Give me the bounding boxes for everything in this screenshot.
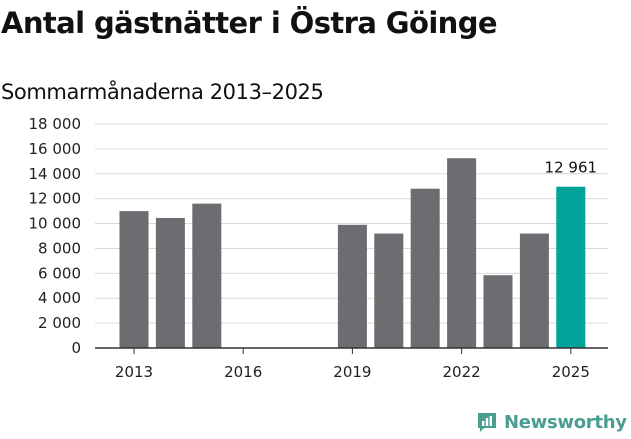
- y-tick-label: 16 000: [29, 140, 82, 158]
- y-tick-label: 18 000: [29, 115, 82, 133]
- x-tick-label: 2016: [224, 363, 262, 381]
- y-tick-label: 10 000: [29, 215, 82, 233]
- bar-chart-logo-icon: [478, 413, 496, 432]
- y-tick-label: 8 000: [38, 239, 81, 257]
- x-tick-label: 2019: [333, 363, 371, 381]
- x-tick-label: 2013: [115, 363, 153, 381]
- y-tick-label: 0: [71, 339, 81, 357]
- bar-2023: [483, 275, 513, 348]
- y-tick-label: 4 000: [38, 289, 81, 307]
- bar-2019: [337, 224, 367, 348]
- bar-2014: [155, 217, 185, 348]
- x-tick-label: 2025: [552, 363, 590, 381]
- bar-2015: [192, 203, 222, 348]
- bar-2022: [447, 158, 477, 348]
- bar-2024: [519, 233, 549, 348]
- x-axis-ticks: 2013 2016 2019 2022 2025: [115, 348, 590, 381]
- chart-title: Antal gästnätter i Östra Göinge: [1, 6, 498, 40]
- y-tick-label: 14 000: [29, 165, 82, 183]
- highlight-value-label: 12 961: [545, 159, 598, 177]
- bar-2021: [410, 188, 440, 348]
- y-axis-ticks: 0 2 000 4 000 6 000 8 000 10 000 12 000 14 000 1…: [29, 115, 82, 357]
- brand-name: Newsworthy: [504, 411, 627, 433]
- x-tick-label: 2022: [443, 363, 481, 381]
- bar-2013: [119, 211, 149, 348]
- y-tick-label: 12 000: [29, 190, 82, 208]
- newsworthy-logo: Newsworthy: [476, 408, 627, 436]
- bars: [119, 158, 586, 348]
- data-labels: 12 961: [545, 159, 598, 177]
- bar-2020: [374, 233, 404, 348]
- chart-subtitle: Sommarmånaderna 2013–2025: [1, 80, 324, 104]
- bar-highlight-2025: [556, 186, 586, 348]
- y-tick-label: 6 000: [38, 264, 81, 282]
- y-tick-label: 2 000: [38, 314, 81, 332]
